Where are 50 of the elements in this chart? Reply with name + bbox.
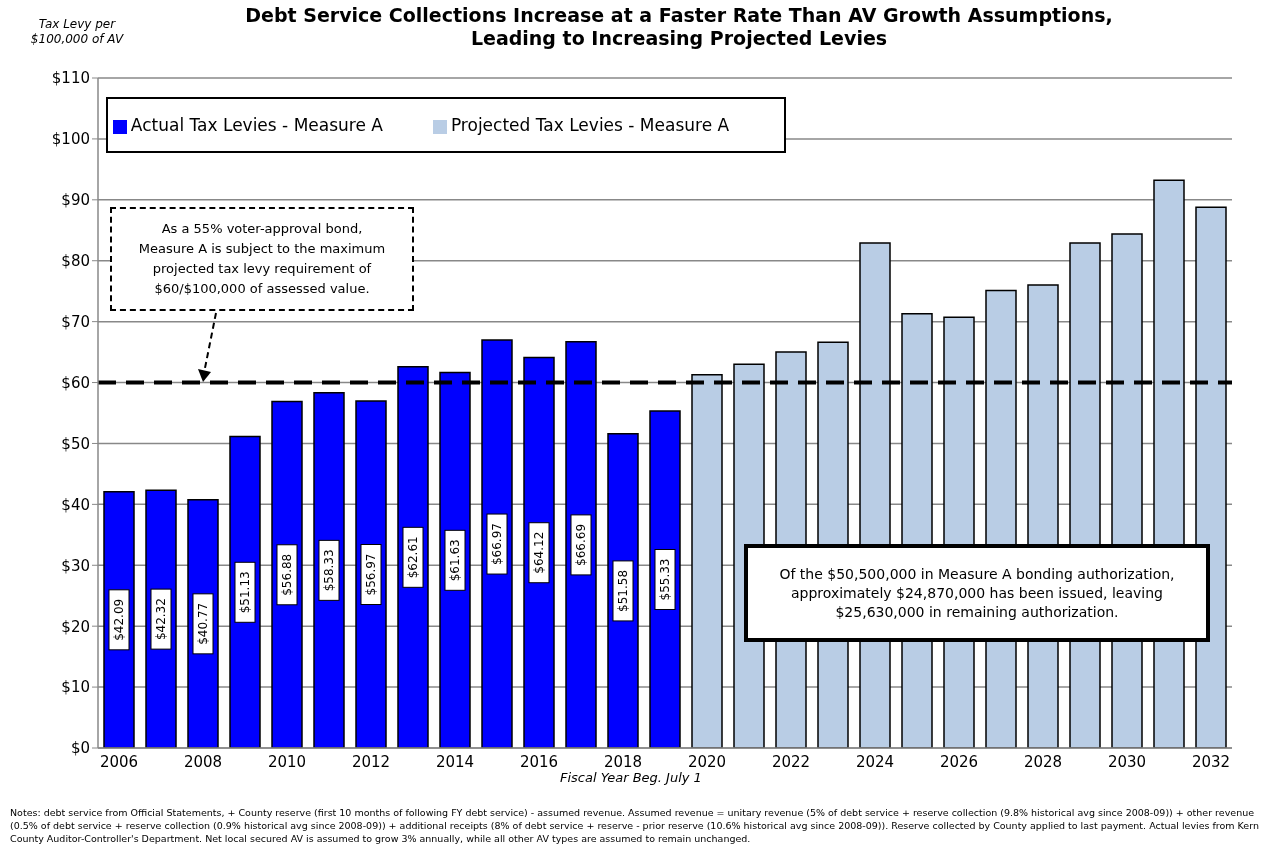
x-axis-title: Fiscal Year Beg. July 1 bbox=[560, 770, 702, 785]
dashed-callout-box: As a 55% voter-approval bond, Measure A is subject to the maximum projected tax levy requirement of $60/$100,000 of assessed value. bbox=[110, 207, 414, 311]
x-tick-label: 2030 bbox=[1107, 752, 1147, 771]
x-tick-label: 2018 bbox=[603, 752, 643, 771]
y-tick-label: $100 bbox=[51, 130, 90, 149]
data-label: $56.97 bbox=[364, 553, 378, 596]
text: Notes: debt service from Official Statements, + County reserve (first 10 months of following FY debt service) - assumed revenue. Assumed revenue = unitary revenue (5% of debt service + reserve collection (9.8% historical avg since 2008-09)) + other revenue (0.5% of debt service + reserve collection (0.9% historical avg since 2008-09)) + additional receipts (8% of debt service + reserve - prior reserve (10.6% historical avg since 2008-09)). Reserve collected by County applied to last payment. Actual levies from Kern County Auditor-Controller's Department. Net local secured AV is assumed to grow 3% annually, while all other AV types are assumed to remain unchanged. bbox=[10, 806, 1260, 845]
y-tick-label: $0 bbox=[70, 739, 90, 758]
x-tick-label: 2020 bbox=[687, 752, 727, 771]
data-label: $40.77 bbox=[196, 602, 210, 645]
y-tick-label: $90 bbox=[61, 191, 90, 210]
data-label: $58.33 bbox=[322, 549, 336, 592]
y-tick-label: $50 bbox=[61, 434, 90, 453]
y-tick-label: $20 bbox=[61, 617, 90, 636]
data-label: $51.13 bbox=[238, 571, 252, 614]
y-tick-label: $10 bbox=[61, 678, 90, 697]
data-label: $51.58 bbox=[616, 569, 630, 612]
chart-title: Debt Service Collections Increase at a Faster Rate Than AV Growth Assumptions, Leading to Increasing Projected Levies bbox=[245, 4, 1113, 49]
y-tick-label: $30 bbox=[61, 556, 90, 575]
y-axis-title: Tax Levy per $100,000 of AV bbox=[30, 17, 124, 46]
data-label: $42.09 bbox=[112, 598, 126, 641]
y-tick-label: $70 bbox=[61, 312, 90, 331]
annotation: As a 55% voter-approval bond, Measure A is subject to the maximum projected tax levy requirement of $60/$100,000 of assessed value. bbox=[137, 220, 387, 298]
y-tick-label: $40 bbox=[61, 495, 90, 514]
x-tick-label: 2016 bbox=[519, 752, 559, 771]
data-label: $56.88 bbox=[280, 553, 294, 596]
x-tick-label: 2008 bbox=[183, 752, 223, 771]
legend-label: Actual Tax Levies - Measure A bbox=[130, 115, 383, 135]
data-label: $66.69 bbox=[574, 523, 588, 566]
y-tick-label: $80 bbox=[61, 252, 90, 271]
data-label: $62.61 bbox=[406, 536, 420, 579]
x-tick-label: 2014 bbox=[435, 752, 475, 771]
x-tick-label: 2010 bbox=[267, 752, 307, 771]
data-label: $66.97 bbox=[490, 523, 504, 566]
data-label: $64.12 bbox=[532, 531, 546, 574]
x-tick-label: 2012 bbox=[351, 752, 391, 771]
x-tick-label: 2028 bbox=[1023, 752, 1063, 771]
y-tick-label: $110 bbox=[51, 69, 90, 88]
data-label: $42.32 bbox=[154, 598, 168, 641]
x-tick-label: 2032 bbox=[1191, 752, 1231, 771]
data-label: $55.33 bbox=[658, 558, 672, 601]
x-tick-label: 2022 bbox=[771, 752, 811, 771]
x-tick-label: 2026 bbox=[939, 752, 979, 771]
callout-box: Of the $50,500,000 in Measure A bonding authorization, approximately $24,870,000 has been issued, leaving $25,630,000 in remaining authorization. bbox=[744, 544, 1210, 642]
x-tick-label: 2024 bbox=[855, 752, 895, 771]
x-tick-label: 2006 bbox=[99, 752, 139, 771]
y-tick-label: $60 bbox=[61, 373, 90, 392]
data-label: $61.63 bbox=[448, 539, 462, 582]
legend-label: Projected Tax Levies - Measure A bbox=[450, 115, 730, 135]
annotation: Of the $50,500,000 in Measure A bonding authorization, approximately $24,870,000 has been issued, leaving $25,630,000 in remaining authorization. bbox=[778, 564, 1176, 622]
